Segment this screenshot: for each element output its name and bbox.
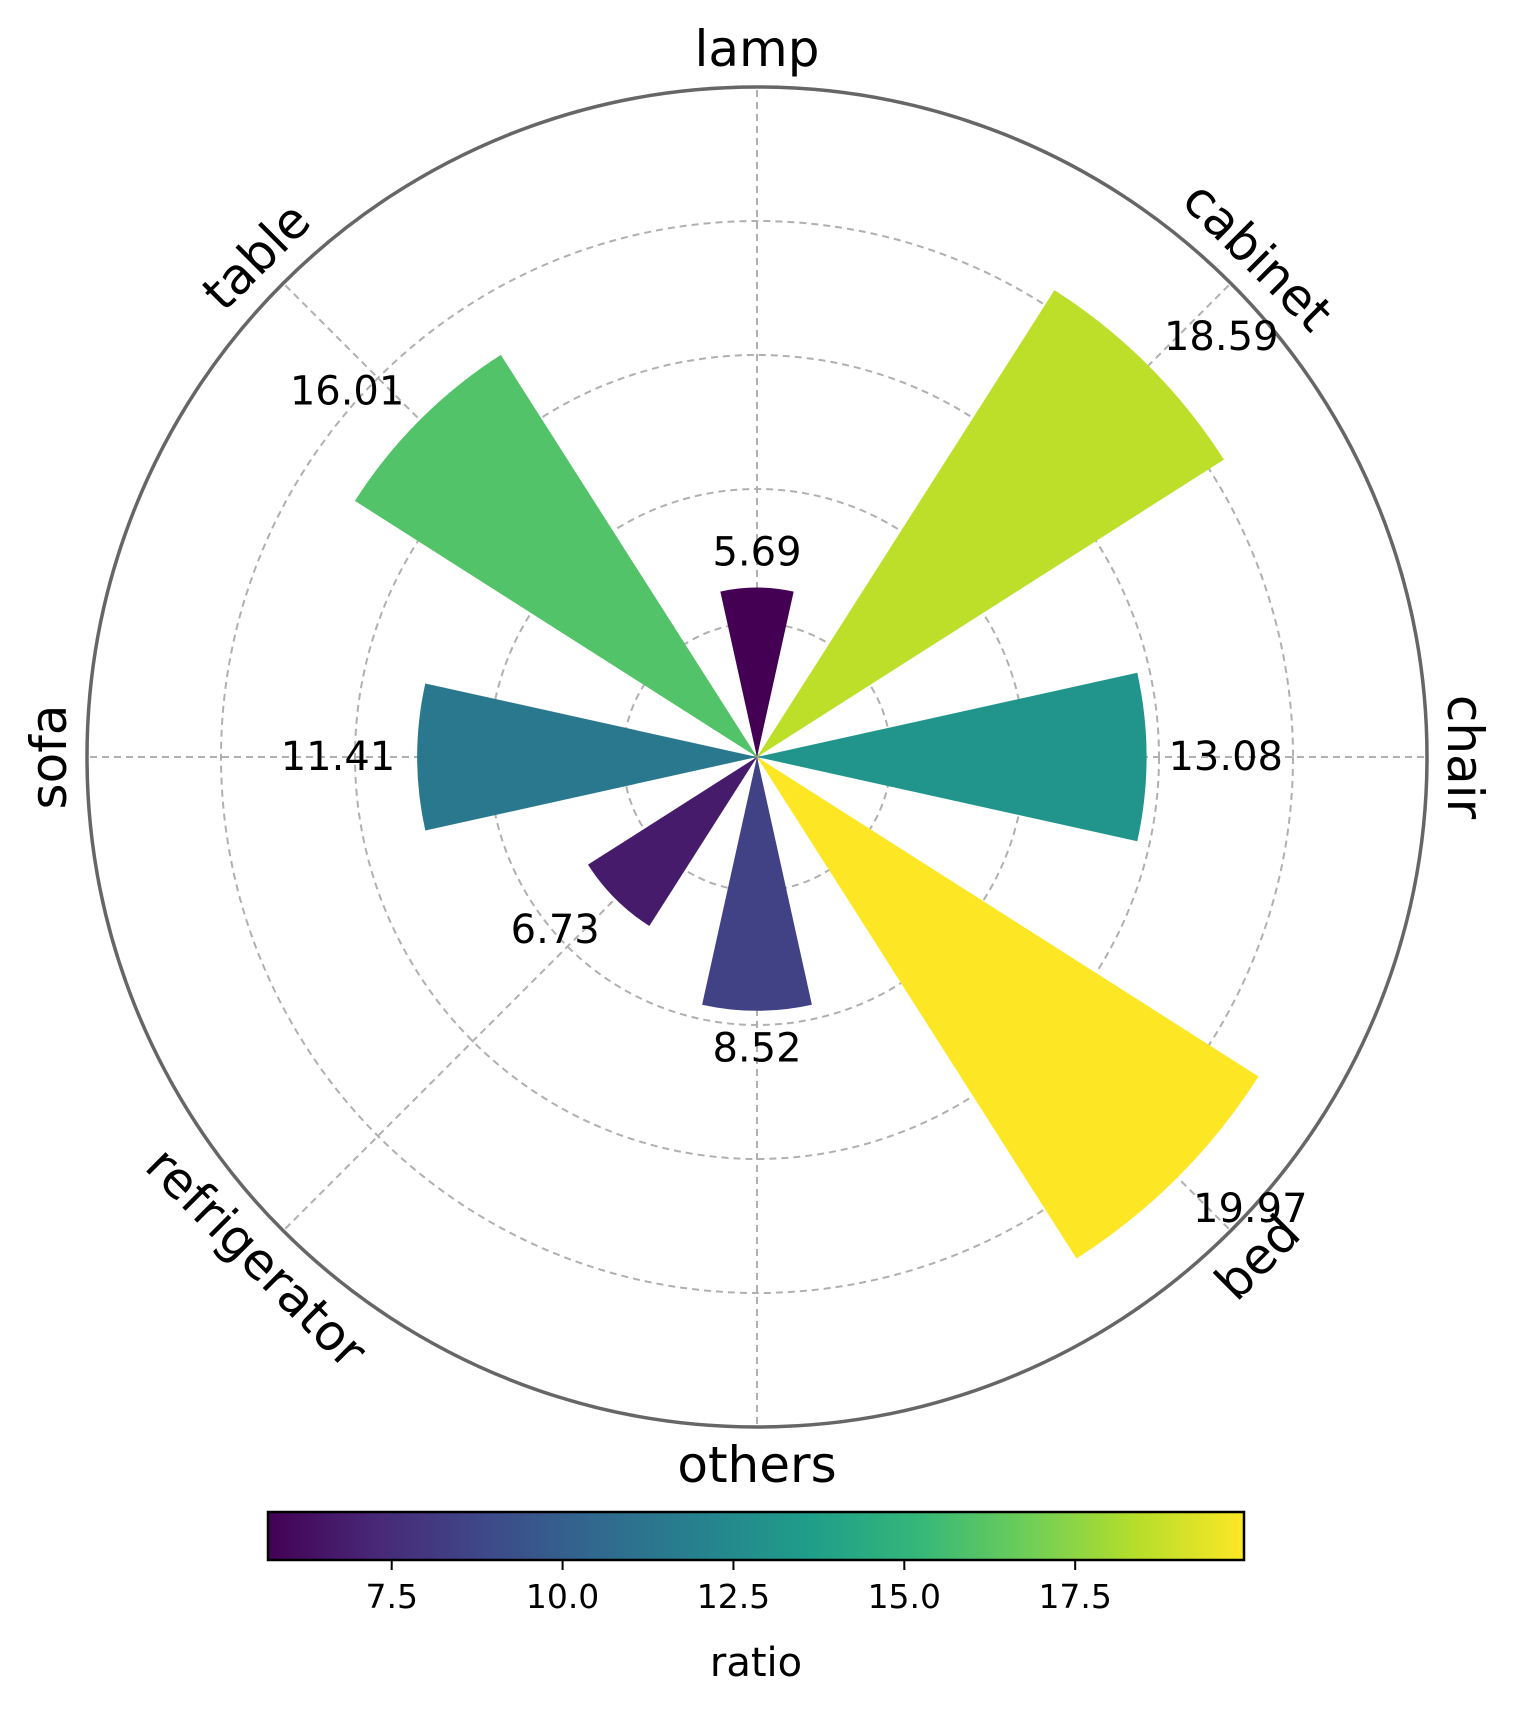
value-label-refrigerator: 6.73 (511, 907, 600, 953)
value-label-cabinet: 18.59 (1164, 314, 1279, 360)
bar-others (702, 757, 812, 1011)
grid-circle (220, 220, 1294, 1294)
bar-cabinet (757, 290, 1224, 757)
colorbar-ticks: 7.5 10.0 12.5 15.0 17.5 (365, 1560, 1112, 1616)
value-label-chair: 13.08 (1168, 734, 1283, 780)
category-label-lamp: lamp (695, 20, 820, 78)
colorbar-tick-label: 15.0 (868, 1577, 941, 1616)
value-label-others: 8.52 (712, 1026, 801, 1072)
colorbar-tick-label: 12.5 (697, 1577, 770, 1616)
bars (354, 290, 1259, 1259)
bar-chair (757, 672, 1147, 842)
colorbar-tick-label: 10.0 (526, 1577, 599, 1616)
colorbar-gradient (266, 1510, 1246, 1562)
colorbar-tick-label: 7.5 (365, 1577, 417, 1616)
category-label-chair: chair (1436, 695, 1494, 820)
colorbar-tick-label: 17.5 (1038, 1577, 1111, 1616)
category-label-sofa: sofa (20, 705, 78, 810)
value-label-bed: 19.97 (1193, 1186, 1308, 1232)
polar-outer-circle (85, 85, 1429, 1429)
category-label-refrigerator: refrigerator (134, 1136, 378, 1380)
category-label-others: others (677, 1436, 836, 1494)
value-label-sofa: 11.41 (281, 734, 396, 780)
bar-table (354, 354, 757, 757)
category-label-table: table (191, 191, 322, 322)
value-label-lamp: 5.69 (712, 530, 801, 576)
value-label-table: 16.01 (290, 368, 405, 414)
bar-refrigerator (587, 757, 757, 927)
bar-lamp (720, 587, 794, 757)
colorbar-label: ratio (710, 1640, 802, 1686)
bar-bed (757, 757, 1259, 1259)
colorbar: 7.5 10.0 12.5 15.0 17.5 ratio (266, 1510, 1246, 1686)
bar-sofa (417, 683, 757, 831)
value-labels: 13.08 18.59 5.69 16.01 11.41 6.73 8.52 19.97 (281, 314, 1308, 1232)
polar-frame (85, 85, 1429, 1429)
